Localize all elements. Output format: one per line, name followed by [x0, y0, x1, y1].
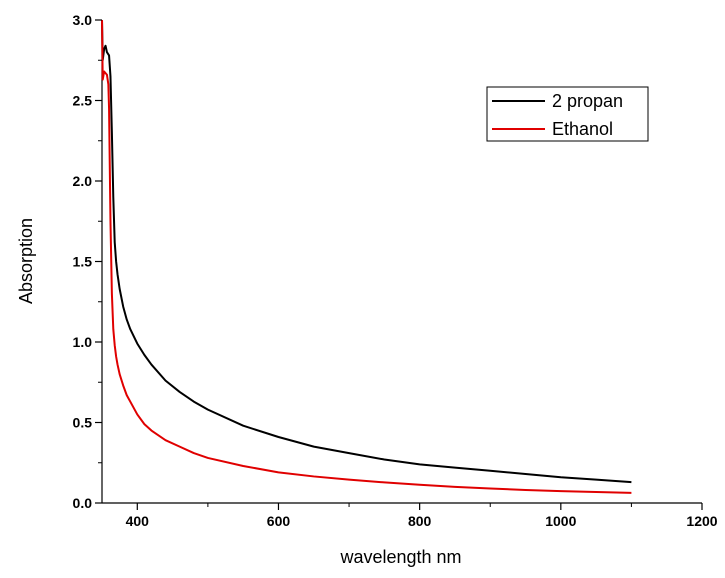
- y-tick-label: 1.5: [73, 254, 93, 270]
- x-tick-label: 1200: [686, 513, 717, 529]
- x-tick-label: 1000: [545, 513, 576, 529]
- series-line-2-propan: [101, 19, 632, 484]
- y-tick-label: 0.5: [73, 415, 93, 431]
- y-tick-label: 1.0: [73, 334, 93, 350]
- x-tick-label: 400: [126, 513, 150, 529]
- legend-label-2-propan: 2 propan: [552, 91, 623, 111]
- y-tick-label: 2.5: [73, 93, 93, 109]
- series-group: [101, 19, 632, 494]
- tick-group: 400 600 800 1000 1200 0.0 0.5 1.0 1.5 2.0 2.5 3.0: [73, 12, 718, 529]
- y-tick-label: 0.0: [73, 495, 93, 511]
- legend-label-ethanol: Ethanol: [552, 119, 613, 139]
- y-tick-label: 2.0: [73, 173, 93, 189]
- legend: 2 propan Ethanol: [486, 86, 649, 142]
- series-line-ethanol: [101, 19, 632, 494]
- y-axis-title: Absorption: [16, 218, 36, 304]
- y-tick-label: 3.0: [73, 12, 93, 28]
- x-axis-title: wavelength nm: [339, 547, 461, 567]
- x-tick-label: 600: [267, 513, 291, 529]
- legend-box: [486, 86, 649, 142]
- x-tick-label: 800: [408, 513, 432, 529]
